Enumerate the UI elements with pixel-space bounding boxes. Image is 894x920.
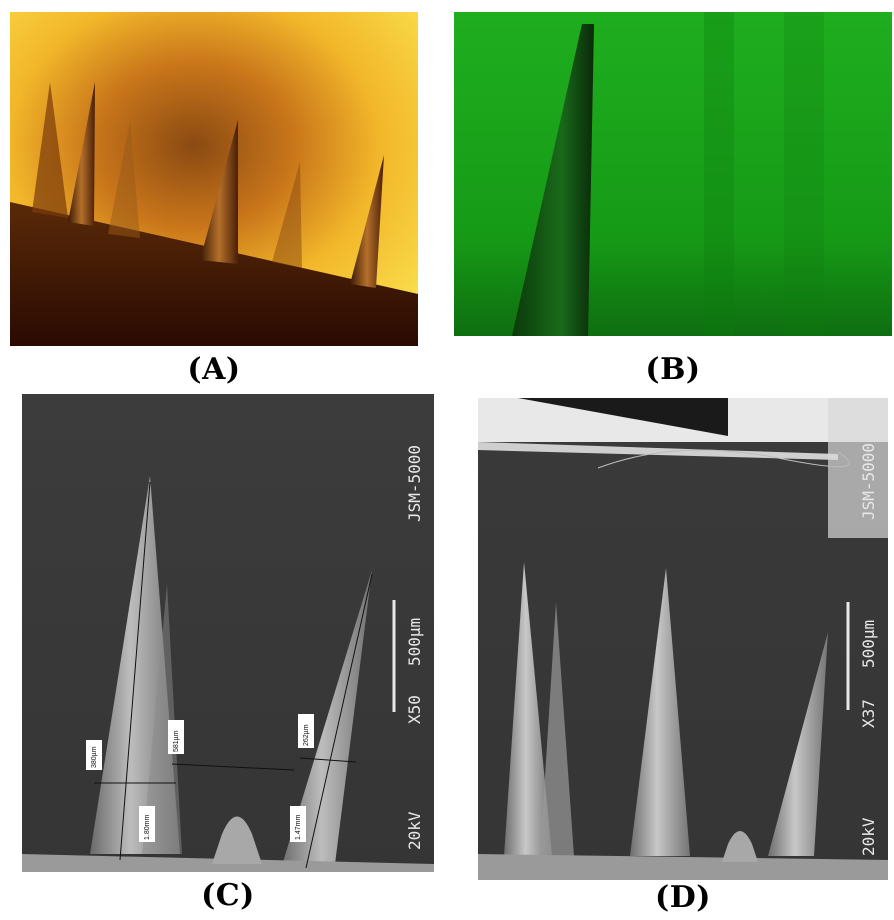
measurement-581um: 581µm (173, 730, 180, 752)
sem-scale-label: 500µm (859, 620, 878, 668)
sem-scale-label: 500µm (405, 618, 424, 666)
sem-instrument-label: JSM-5000 (859, 443, 878, 520)
panel-a-caption: (A) (187, 352, 241, 387)
panel-b-image (454, 12, 892, 336)
sem-instrument-label: JSM-5000 (405, 445, 424, 522)
measurement-147mm: 1.47mm (295, 815, 302, 840)
sem-magnification-label: X37 (859, 699, 878, 728)
measurement-262um: 262µm (303, 724, 310, 746)
panel-d-caption: (D) (655, 880, 711, 915)
panel-a-image (10, 12, 418, 346)
measurement-labels: 380µm 581µm 262µm 1.80mm 1.47mm (86, 714, 314, 842)
panel-c-caption: (C) (201, 878, 255, 913)
sem-voltage-label: 20kV (405, 811, 424, 850)
sem-magnification-label: X50 (405, 695, 424, 724)
panel-d-sem-image: JSM-5000 500µm X37 20kV (478, 398, 888, 880)
measurement-180mm: 1.80mm (144, 815, 151, 840)
panel-c-sem-image: 380µm 581µm 262µm 1.80mm 1.47mm JSM-5000… (22, 394, 434, 872)
sem-voltage-label: 20kV (859, 817, 878, 856)
measurement-380um: 380µm (91, 746, 98, 768)
panel-b-caption: (B) (645, 352, 701, 387)
